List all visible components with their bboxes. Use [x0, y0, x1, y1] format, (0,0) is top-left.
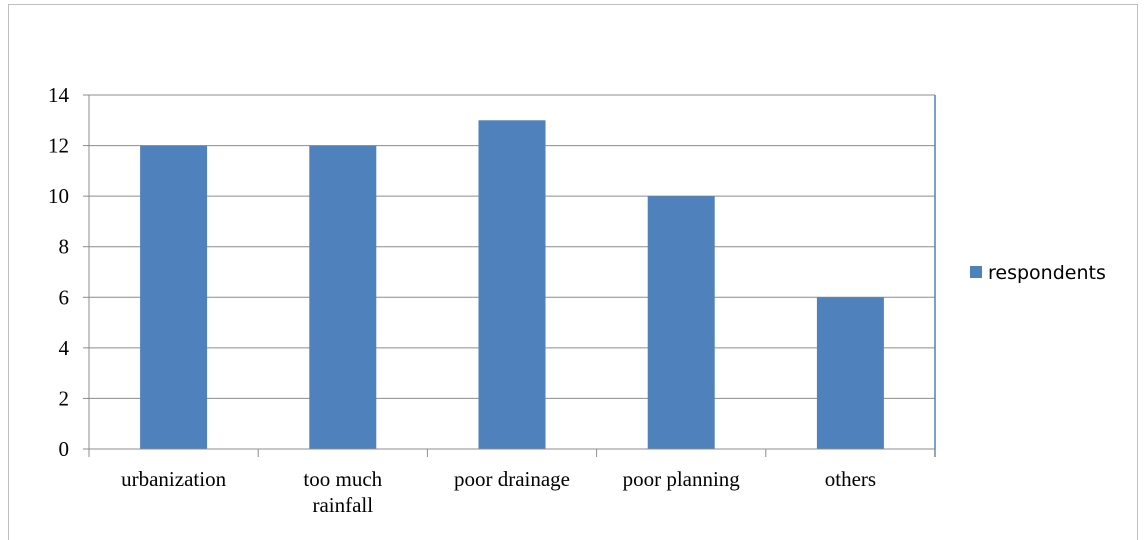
bar-too-much-rainfall [309, 145, 377, 450]
y-tick-label: 0 [59, 437, 70, 461]
y-tick-label: 12 [48, 134, 69, 158]
x-category-label: rainfall [312, 493, 373, 517]
bar-others [816, 297, 884, 449]
y-tick-label: 14 [48, 83, 70, 107]
x-category-label: too much [303, 467, 382, 491]
x-category-label: poor planning [623, 467, 741, 491]
bar-urbanization [140, 145, 208, 450]
y-tick-labels: 0 2 4 6 8 10 12 14 [48, 83, 70, 461]
chart-frame [8, 4, 1138, 540]
bar-poor-drainage [478, 120, 546, 450]
y-tick-label: 10 [48, 184, 69, 208]
axes [83, 94, 936, 457]
legend-swatch [970, 266, 982, 278]
y-tick-label: 6 [59, 285, 70, 309]
bar-poor-planning [647, 196, 715, 449]
bars [140, 120, 884, 450]
x-category-label: poor drainage [454, 467, 570, 491]
x-category-label: urbanization [121, 467, 226, 491]
x-category-label: others [825, 467, 876, 491]
legend-label: respondents [988, 262, 1106, 284]
legend: respondents [970, 262, 1106, 284]
y-tick-label: 2 [59, 386, 70, 410]
y-tick-label: 8 [59, 235, 70, 259]
y-tick-label: 4 [59, 336, 70, 360]
